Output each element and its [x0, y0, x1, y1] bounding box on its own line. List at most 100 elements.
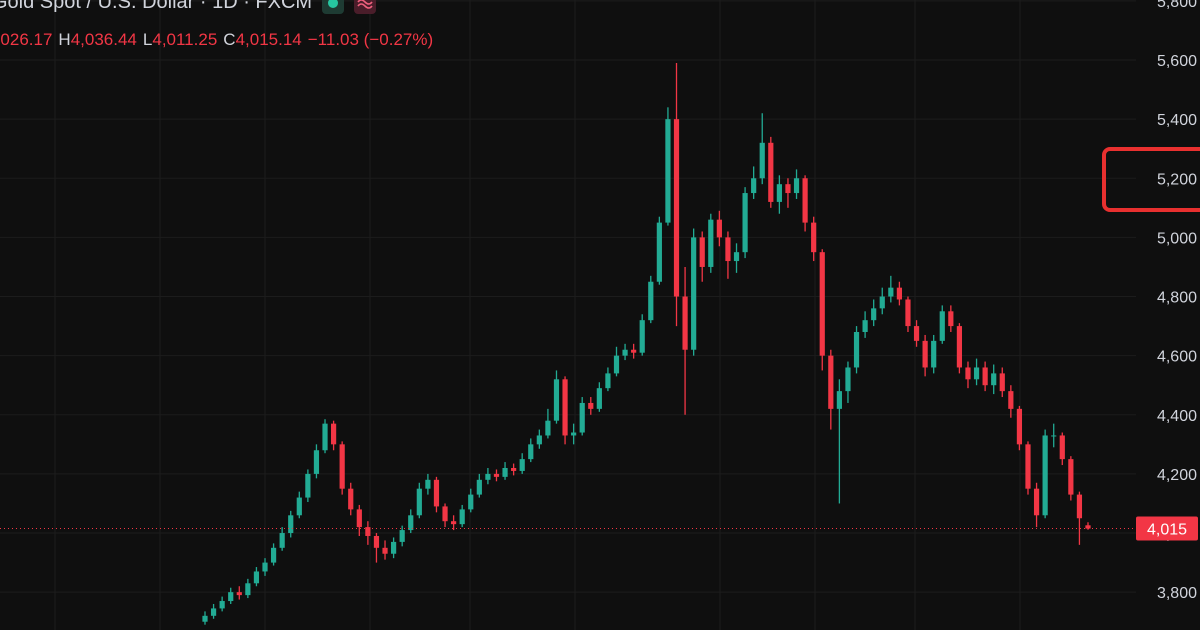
candle-body [1025, 444, 1031, 489]
candle-body [776, 184, 782, 202]
candle-body [1016, 408, 1023, 445]
y-tick-label: 5,600 [1157, 53, 1197, 70]
legend-value: 4,026.17 [0, 30, 53, 49]
candle-body [922, 340, 928, 368]
candle-body [348, 488, 354, 510]
candle-body [785, 184, 791, 194]
candle-body [202, 615, 208, 622]
candle-body [1051, 435, 1057, 437]
candle-body [691, 237, 697, 350]
candle-body [991, 373, 997, 386]
candle-body [751, 178, 757, 194]
candle-body [288, 515, 294, 534]
candle-body [956, 326, 963, 368]
symbol-header: Gold Spot / U.S. Dollar · 1D · FXCM [0, 0, 377, 14]
candle-body [425, 479, 431, 489]
candle-body [811, 222, 817, 253]
candle-body [699, 237, 705, 267]
candle-body [1076, 494, 1083, 519]
y-tick-label: 5,000 [1157, 230, 1197, 247]
candle-body [888, 287, 894, 297]
wave-icon [354, 0, 377, 14]
candle-body [339, 444, 345, 489]
vertical-grid [54, 0, 1021, 630]
highlight-box [1102, 147, 1200, 212]
candle-body [536, 435, 542, 445]
symbol-title: Gold Spot / U.S. Dollar · 1D · FXCM [0, 0, 313, 13]
candle-body [553, 379, 560, 421]
candle-body [356, 509, 362, 528]
candle-body [228, 592, 234, 602]
candle-body [313, 450, 320, 474]
candle-body [365, 527, 371, 536]
candle-body [622, 349, 628, 356]
candle-body [330, 423, 337, 445]
candle-body [853, 331, 860, 368]
candle-body [468, 494, 474, 510]
candle-body [965, 367, 971, 380]
candle-body [493, 473, 500, 477]
candle-body [433, 479, 440, 507]
y-tick-label: 5,800 [1157, 0, 1197, 11]
candle-body [373, 535, 380, 548]
candle-body [871, 308, 877, 321]
candle-body [219, 601, 225, 609]
candle-body [613, 355, 620, 374]
candle-body [708, 219, 714, 267]
candle-body [828, 355, 834, 409]
candle-body [879, 296, 885, 309]
candle-body [1068, 459, 1074, 495]
candle-body [802, 178, 808, 223]
candle-body [742, 193, 748, 253]
candle-body [819, 252, 825, 356]
candle-body [519, 459, 525, 471]
candle-body [1085, 525, 1091, 529]
legend-value: 4,036.44 [70, 30, 137, 49]
candle-body [1008, 391, 1014, 409]
candle-body [253, 571, 260, 584]
candle-body [416, 488, 422, 516]
candle-body [391, 541, 397, 554]
candle-body [656, 222, 662, 282]
last-price-label: 4,015 [1147, 522, 1187, 539]
candle-body [948, 311, 954, 327]
candle-body [648, 281, 654, 321]
candle-body [682, 296, 688, 350]
candle-body [459, 509, 465, 525]
y-tick-label: 4,800 [1157, 290, 1197, 307]
legend-key: L [142, 30, 153, 49]
candle-body [562, 379, 568, 436]
candle-body [596, 388, 602, 409]
candle-body [931, 340, 937, 368]
candle-body [528, 444, 534, 460]
candle-body [545, 420, 551, 436]
candle-body [571, 432, 577, 436]
legend-value: 4,015.14 [235, 30, 302, 49]
candle-body [588, 402, 594, 409]
ohlc-legend: O4,026.17 H4,036.44 L4,011.25 C4,015.14 … [0, 30, 433, 50]
candle-body [279, 533, 285, 548]
candle-body [716, 219, 722, 238]
candle-body [759, 142, 765, 179]
candle-body [845, 367, 851, 392]
candle-body [502, 467, 508, 477]
y-tick-label: 5,400 [1157, 112, 1197, 129]
candle-body [1033, 488, 1040, 516]
y-tick-label: 4,600 [1157, 349, 1197, 366]
candle-body [905, 299, 911, 327]
candle-body [939, 311, 945, 341]
candle-body [862, 320, 868, 332]
y-tick-label: 3,800 [1157, 585, 1197, 602]
candle-body [270, 547, 277, 563]
candle-body [1059, 435, 1065, 460]
candle-body [245, 583, 251, 596]
candle-body [836, 391, 842, 409]
candle-body [999, 373, 1005, 392]
candle-body [896, 287, 902, 300]
candle-body [913, 326, 920, 341]
candle-body [639, 320, 645, 353]
candle-body [768, 142, 774, 202]
legend-value: 4,011.25 [152, 30, 218, 49]
candle-body [665, 119, 671, 223]
